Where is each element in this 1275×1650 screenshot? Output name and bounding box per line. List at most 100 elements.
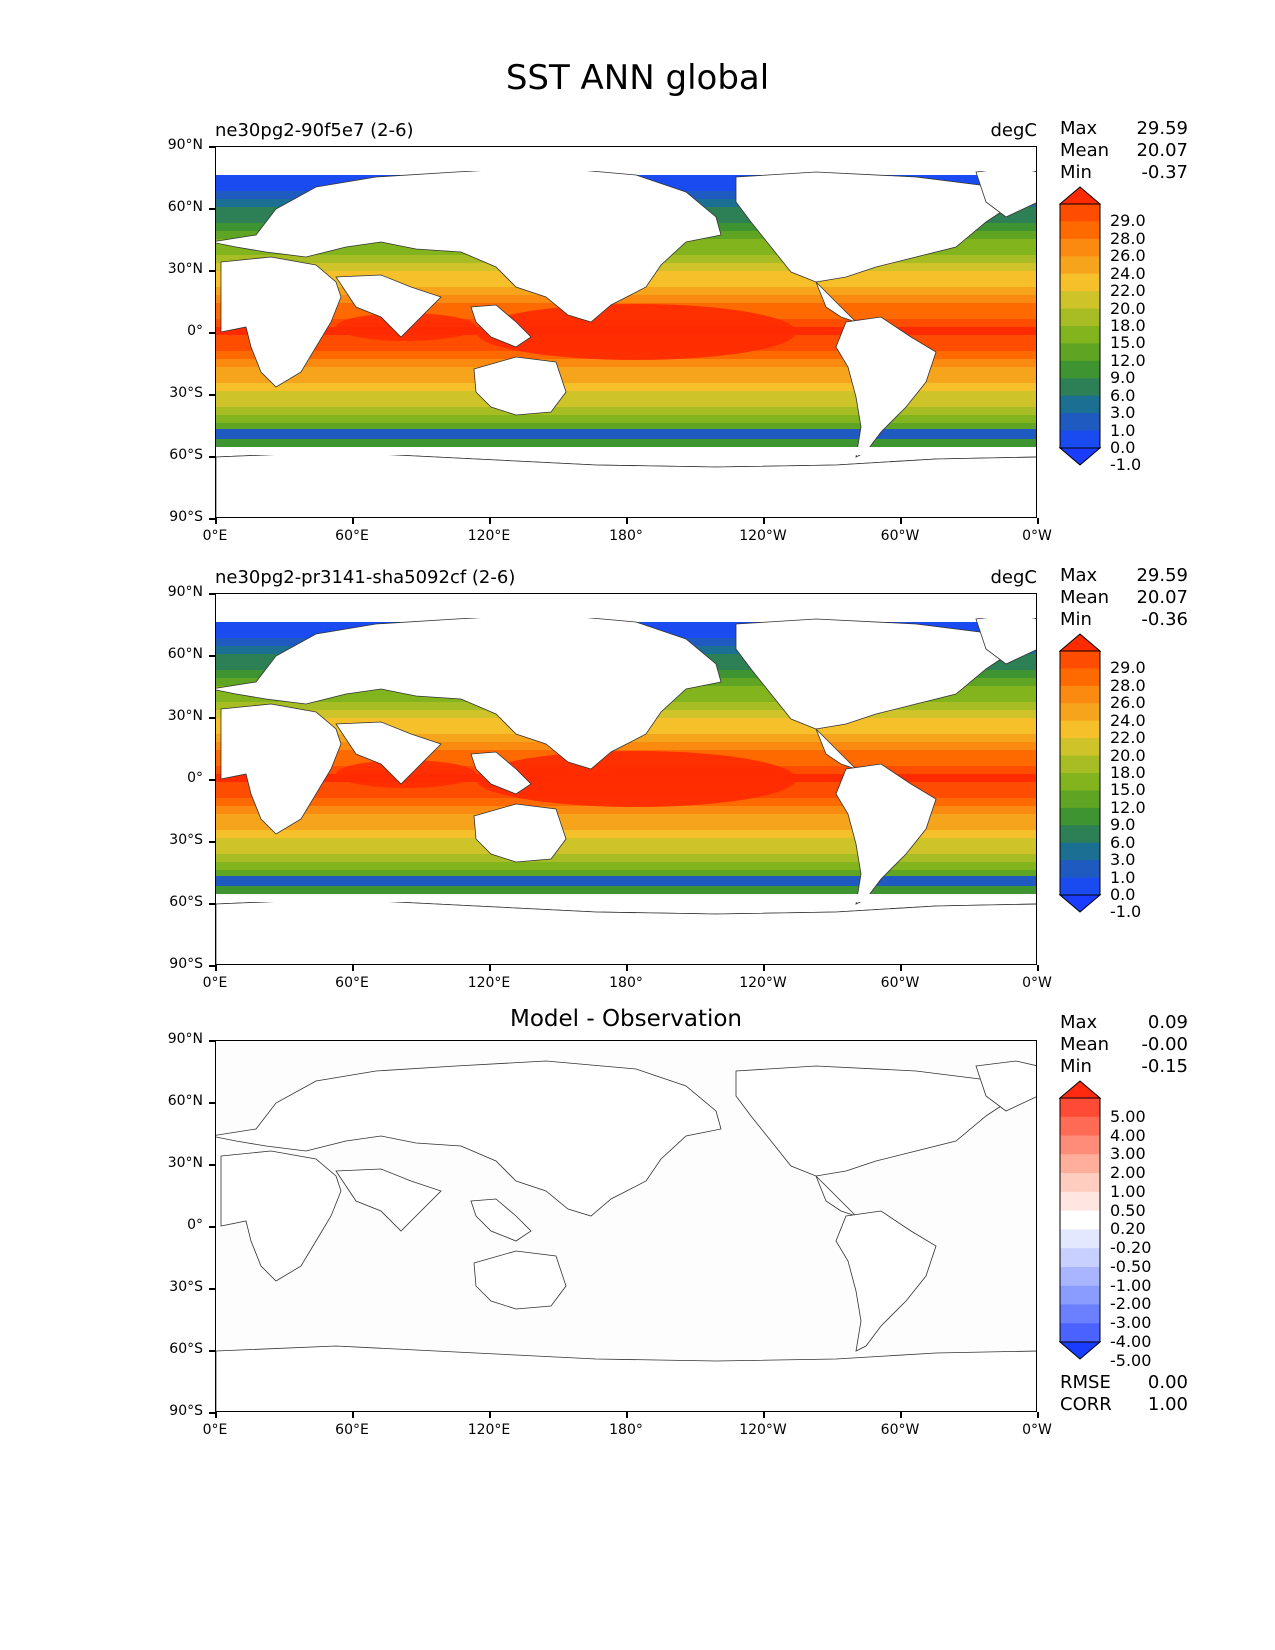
colorbar-extend-min <box>1058 894 1102 913</box>
map-panel-test: ne30pg2-90f5e7 (2-6) degC 90°N 60°N 30°N 0° 30… <box>0 106 1275 566</box>
colorbar-tick-label: 1.00 <box>1110 1181 1146 1201</box>
stat-key: Min <box>1060 1056 1092 1077</box>
stat-row: CORR 1.00 <box>1060 1394 1188 1416</box>
sst-band <box>216 814 1036 823</box>
landmass <box>735 171 1017 283</box>
colorbar-tick-label: 6.0 <box>1110 832 1136 852</box>
x-tick-mark <box>900 518 902 524</box>
colorbar-segment <box>1060 360 1100 379</box>
sst-band <box>216 886 1036 895</box>
x-tick-label: 120°E <box>467 528 511 544</box>
colorbar-tick-label: 26.0 <box>1110 693 1146 713</box>
x-tick-label: 0°W <box>1022 1422 1052 1438</box>
x-tick-mark <box>352 965 354 971</box>
x-tick-mark <box>763 518 765 524</box>
x-tick-mark <box>489 1412 491 1418</box>
sst-band <box>216 830 1036 839</box>
landmass <box>220 256 342 388</box>
y-tick-mark <box>209 1288 215 1290</box>
y-tick-mark <box>209 655 215 657</box>
x-tick-label: 0°E <box>202 1422 228 1438</box>
colorbar-tick-label: 24.0 <box>1110 710 1146 730</box>
y-tick-label: 90°S <box>169 509 203 525</box>
y-tick-mark <box>209 456 215 458</box>
map-area[interactable] <box>215 593 1037 965</box>
map-canvas <box>216 594 1036 964</box>
y-tick-label: 90°N <box>167 137 203 153</box>
sst-band <box>216 383 1036 392</box>
stat-key: Mean <box>1060 587 1110 608</box>
colorbar-extend-max <box>1058 633 1102 652</box>
colorbar-tick-label: 2.00 <box>1110 1163 1146 1183</box>
sst-band <box>216 391 1036 400</box>
map-area[interactable] <box>215 1040 1037 1412</box>
colorbar-segment <box>1060 685 1100 704</box>
x-tick-mark <box>1037 965 1039 971</box>
landmass <box>835 316 937 458</box>
sst-band <box>216 359 1036 368</box>
colorbar-tick-label: 28.0 <box>1110 228 1146 248</box>
y-tick-label: 0° <box>187 323 203 339</box>
y-tick-mark <box>209 1226 215 1228</box>
x-tick-mark <box>1037 1412 1039 1418</box>
stat-key: Max <box>1060 1012 1098 1033</box>
colorbar-segment <box>1060 1248 1100 1268</box>
stat-row: RMSE 0.00 <box>1060 1372 1188 1394</box>
colorbar-extend-max <box>1058 1080 1102 1099</box>
x-tick-mark <box>900 1412 902 1418</box>
x-tick-mark <box>626 518 628 524</box>
colorbar-svg <box>1058 1080 1102 1360</box>
stat-key: CORR <box>1060 1394 1112 1415</box>
panel-units: degC <box>990 567 1038 588</box>
colorbar-segment <box>1060 738 1100 756</box>
colorbar-segment <box>1060 395 1100 414</box>
x-tick-label: 60°W <box>880 1422 920 1438</box>
y-tick-label: 0° <box>187 770 203 786</box>
landmass <box>470 751 532 795</box>
y-tick-label: 30°S <box>169 385 203 401</box>
map-area[interactable] <box>215 146 1037 518</box>
colorbar-tick-label: 29.0 <box>1110 211 1146 231</box>
colorbar-tick-label: 6.0 <box>1110 385 1136 405</box>
stat-value: 29.59 <box>1136 118 1188 139</box>
colorbar-segment <box>1060 238 1100 257</box>
stat-value: 29.59 <box>1136 565 1188 586</box>
y-tick-mark <box>209 1164 215 1166</box>
stat-value: 1.00 <box>1147 1394 1188 1415</box>
colorbar-tick-label: 0.0 <box>1110 885 1136 904</box>
y-tick-label: 60°S <box>169 1341 203 1357</box>
colorbar-segment <box>1060 790 1100 809</box>
colorbar-tick-label: -3.00 <box>1110 1313 1152 1333</box>
x-tick-label: 0°E <box>202 975 228 991</box>
colorbar-segment <box>1060 860 1100 878</box>
colorbar-tick-label: 1.0 <box>1110 420 1136 440</box>
antarctic-mask <box>216 447 1036 455</box>
colorbar-segment <box>1060 720 1100 739</box>
error-stats-box: RMSE 0.00 CORR 1.00 <box>1060 1372 1188 1416</box>
y-tick-label: 60°N <box>167 1093 203 1109</box>
sst-band <box>216 806 1036 815</box>
sst-band <box>216 846 1036 855</box>
colorbar-segment <box>1060 343 1100 362</box>
colorbar-segment <box>1060 1135 1100 1155</box>
y-tick-mark <box>209 903 215 905</box>
arctic-mask <box>216 147 1036 171</box>
sst-band <box>216 415 1036 424</box>
colorbar-segment <box>1060 651 1100 669</box>
colorbar-tick-label: 3.00 <box>1110 1144 1146 1164</box>
sst-band <box>216 854 1036 863</box>
colorbar-tick-label: 0.0 <box>1110 438 1136 457</box>
colorbar-tick-label: -0.50 <box>1110 1256 1152 1276</box>
landmass <box>335 274 442 338</box>
stat-value: -0.36 <box>1141 609 1188 630</box>
x-tick-mark <box>215 965 217 971</box>
x-tick-mark <box>215 518 217 524</box>
colorbar-segment <box>1060 1266 1100 1287</box>
colorbar-frame <box>1059 203 1101 449</box>
stat-value: 0.00 <box>1147 1372 1188 1393</box>
x-tick-label: 180° <box>609 528 643 544</box>
stat-value: 20.07 <box>1136 587 1188 608</box>
y-tick-label: 90°N <box>167 1031 203 1047</box>
sst-band <box>216 295 1036 304</box>
landmass <box>473 356 567 416</box>
